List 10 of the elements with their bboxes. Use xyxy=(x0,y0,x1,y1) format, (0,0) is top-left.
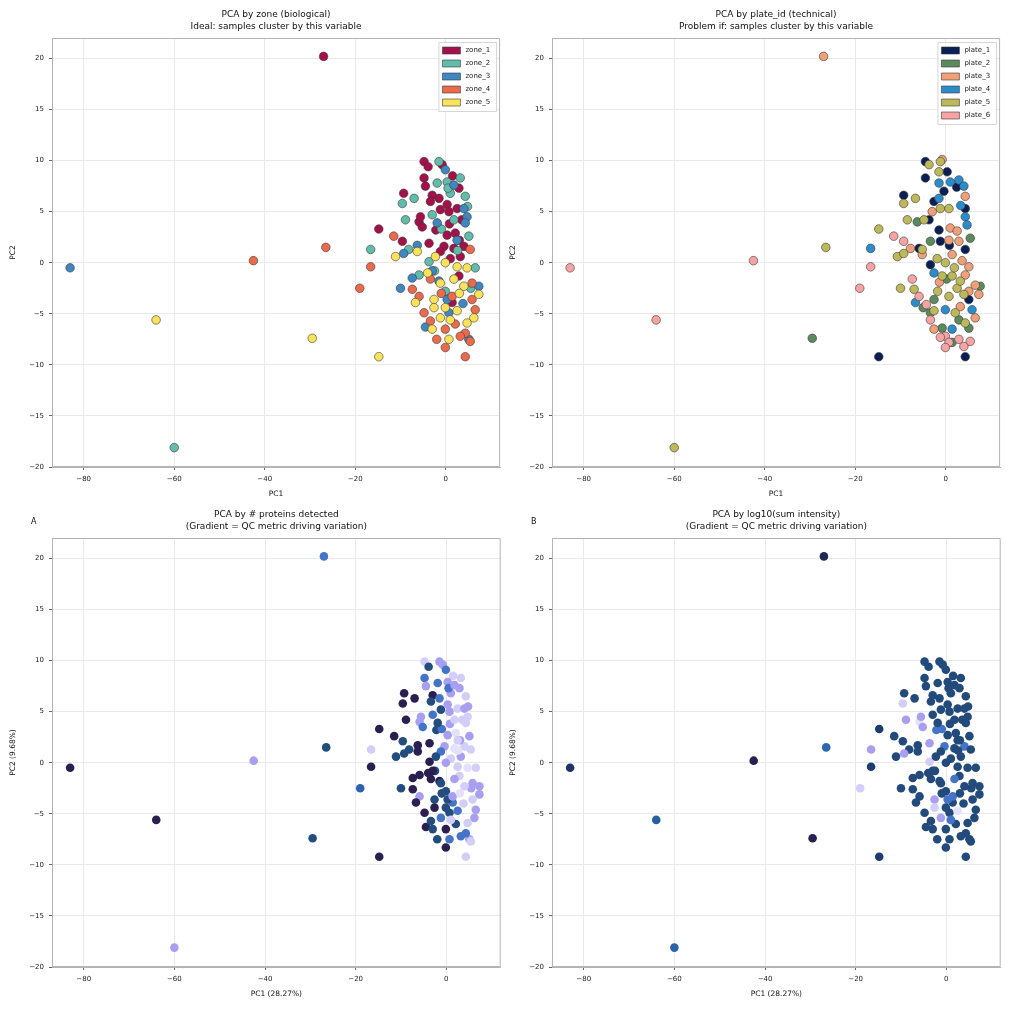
chart-subtitle: Ideal: samples cluster by this variable xyxy=(190,20,363,31)
chart-title: PCA by plate_id (technical) xyxy=(715,8,837,19)
chart-title: PCA by zone (biological) xyxy=(221,8,331,19)
chart-subtitle: (Gradient = QC metric driving variation) xyxy=(185,520,368,531)
chart-subtitle: (Gradient = QC metric driving variation) xyxy=(685,520,868,531)
text: A xyxy=(31,516,37,526)
text: B xyxy=(531,516,537,526)
chart-title: PCA by # proteins detected xyxy=(214,508,339,519)
chart-title: PCA by log10(sum intensity) xyxy=(712,508,841,519)
chart-subtitle: Problem if: samples cluster by this variable xyxy=(678,20,874,31)
